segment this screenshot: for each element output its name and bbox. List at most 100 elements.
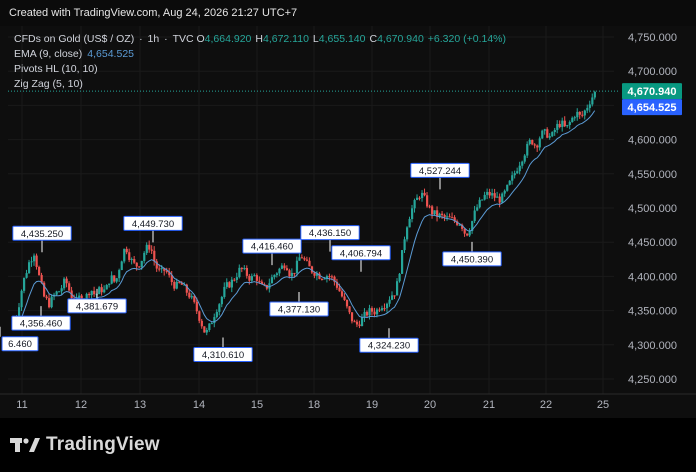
candle-body <box>315 273 319 276</box>
candle <box>285 265 289 271</box>
candle-body <box>20 290 23 308</box>
candle <box>385 302 389 313</box>
candle-body <box>210 323 213 325</box>
candle <box>476 204 479 212</box>
candle <box>198 310 201 324</box>
open-key: O <box>196 33 205 45</box>
candle-body <box>198 311 201 321</box>
candle-body <box>478 199 481 208</box>
interval-label[interactable]: 1h <box>147 33 160 45</box>
pivot-label-low: 4,310.610 <box>193 337 253 363</box>
candle-body <box>28 262 31 274</box>
candle-body <box>133 259 136 263</box>
candle-body <box>253 275 256 277</box>
pivots-legend-row[interactable]: Pivots HL (10, 10) <box>14 62 510 77</box>
candle <box>471 220 474 234</box>
candle <box>63 277 66 291</box>
candle <box>526 141 529 159</box>
candle-body <box>370 308 374 312</box>
pivot-label-box <box>442 251 502 267</box>
candle-body <box>338 287 341 292</box>
pivot-label-text: 4,449.730 <box>132 219 174 230</box>
symbol-name[interactable]: CFDs on Gold (US$ / OZ) <box>14 33 135 45</box>
candle <box>60 284 63 295</box>
candle <box>548 133 551 140</box>
candle-body <box>353 321 356 323</box>
candle <box>240 267 243 273</box>
candle-body <box>233 279 236 281</box>
candle <box>38 265 41 276</box>
candle-body <box>588 104 591 108</box>
candle-body <box>566 125 569 127</box>
candle <box>33 253 36 266</box>
candle-body <box>571 117 574 123</box>
pivot-label-box <box>410 162 470 178</box>
pivot-label-low: 6.460 <box>0 326 39 352</box>
zigzag-legend-row[interactable]: Zig Zag (5, 10) <box>14 77 510 92</box>
candle-body <box>293 272 296 274</box>
pivots-label: Pivots HL (10, 10) <box>14 63 98 75</box>
candle <box>58 290 61 293</box>
change-value: +6.320 (+0.14%) <box>427 33 507 45</box>
candle <box>280 263 284 270</box>
candle-body <box>300 257 304 259</box>
low-key: L <box>312 33 319 45</box>
candle-body <box>503 190 506 194</box>
candle-body <box>388 299 391 304</box>
candle-body <box>393 295 396 297</box>
candle <box>225 278 228 289</box>
candle-body <box>290 272 294 277</box>
ema-value: 4,654.525 <box>87 48 134 60</box>
candle-body <box>188 292 191 298</box>
candle-body <box>508 180 511 185</box>
candle-body <box>436 210 439 217</box>
pivot-label-low: 4,324.230 <box>359 328 419 353</box>
candle-body <box>523 155 526 162</box>
candle <box>438 212 441 219</box>
candle <box>593 90 596 100</box>
candle <box>168 267 171 278</box>
pivot-label-text: 4,381.679 <box>76 301 118 312</box>
ema-legend-row[interactable]: EMA (9, close) 4,654.525 <box>14 47 510 62</box>
candle-body <box>43 282 46 297</box>
candle-body <box>428 206 431 208</box>
y-tick-label: 4,600.000 <box>628 135 677 147</box>
candle-body <box>345 299 349 307</box>
candle-body <box>18 307 21 318</box>
candle <box>528 138 531 146</box>
y-tick-label: 4,300.000 <box>628 340 677 352</box>
candle-body <box>100 287 103 293</box>
candle-body <box>160 268 163 270</box>
pivot-label-text: 6.460 <box>8 339 32 350</box>
candle <box>120 260 123 271</box>
candle-body <box>501 193 504 203</box>
price-chart[interactable]: 4,250.000 4,300.000 4,350.000 4,400.000 4,45… <box>0 26 696 418</box>
candle-body <box>398 273 401 282</box>
pivot-label-text: 4,377.130 <box>278 305 320 316</box>
candle-body <box>473 210 476 222</box>
ema-price-tag[interactable]: 4,654.525 <box>622 99 682 116</box>
x-tick-label: 21 <box>483 399 495 411</box>
pivot-label-text: 4,356.460 <box>20 319 62 330</box>
last-price-tag[interactable]: 4,670.940 <box>622 83 682 100</box>
candle <box>363 308 366 322</box>
candle <box>223 282 226 299</box>
ema-price-tag-label: 4,654.525 <box>628 102 677 114</box>
candle-body <box>358 324 361 327</box>
candle-body <box>48 298 51 308</box>
candle <box>200 318 203 329</box>
candle-body <box>270 277 274 284</box>
candle <box>308 257 311 267</box>
candle-body <box>195 301 198 312</box>
candle-body <box>240 267 243 269</box>
candle-body <box>408 219 411 228</box>
candle-body <box>413 200 416 209</box>
pivot-label-box <box>1 336 39 352</box>
pivot-label-box <box>11 315 71 331</box>
candle-body <box>90 290 93 296</box>
candle <box>491 188 494 199</box>
candle-body <box>593 91 596 98</box>
candle-body <box>88 293 91 296</box>
candle-body <box>295 260 299 273</box>
candle-body <box>513 173 516 176</box>
